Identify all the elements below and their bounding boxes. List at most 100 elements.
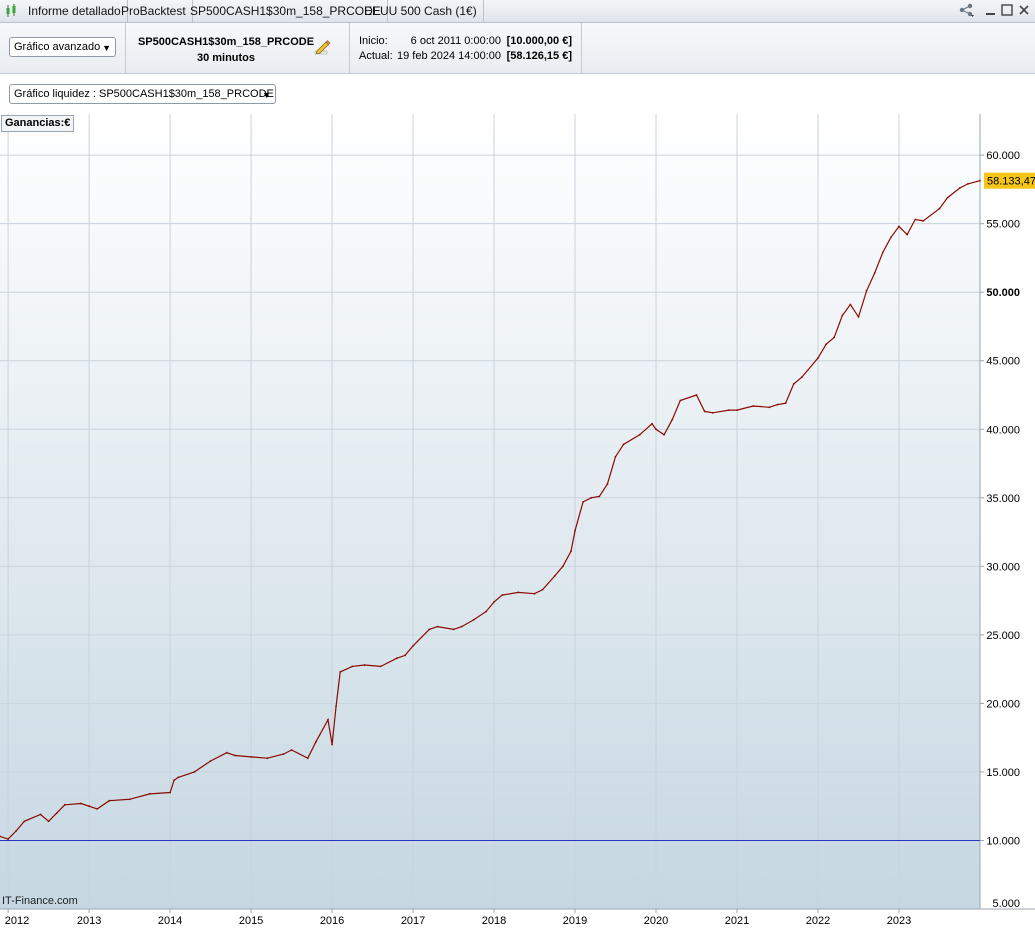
start-value: [10.000,00 €]	[506, 35, 572, 47]
equity-point	[173, 779, 176, 782]
pencil-icon[interactable]	[313, 38, 331, 56]
equity-point	[485, 610, 487, 613]
strategy-info: SP500CASH1$30m_158_PRCODE 30 minutos	[126, 34, 326, 66]
equity-point	[784, 402, 787, 405]
equity-series-line	[0, 180, 981, 840]
equity-point	[553, 575, 556, 577]
y-tick-label: 5.000	[992, 898, 1020, 910]
strategy-name: SP500CASH1$30m_158_PRCODE	[137, 36, 315, 48]
equity-point	[193, 771, 196, 773]
equity-point	[752, 405, 755, 407]
current-value: [58.126,15 €]	[506, 50, 572, 62]
strategy-timeframe: 30 minutos	[196, 52, 256, 64]
equity-point	[958, 187, 961, 189]
chart-select[interactable]: Gráfico liquidez : SP500CASH1$30m_158_PR…	[9, 84, 276, 104]
x-tick-label: 2023	[887, 915, 911, 927]
tab-strategy[interactable]: SP500CASH1$30m_158_PRCODE	[184, 0, 388, 22]
x-tick-label: 2013	[77, 915, 101, 927]
equity-point	[825, 343, 827, 346]
equity-point	[452, 628, 455, 631]
x-tick-label: 2021	[725, 915, 749, 927]
view-select-value: Gráfico avanzado	[14, 41, 101, 53]
y-tick-label: 40.000	[986, 424, 1020, 436]
equity-point	[460, 625, 463, 628]
equity-point	[841, 314, 844, 317]
last-value-badge: 58.133,47	[984, 172, 1035, 189]
equity-point	[177, 776, 180, 779]
x-gridlines	[7, 114, 900, 913]
watermark: IT-Finance.com	[2, 895, 78, 907]
y-tick-label: 35.000	[986, 493, 1020, 505]
equity-point	[412, 644, 414, 647]
equity-point	[865, 289, 868, 292]
equity-point	[728, 409, 730, 411]
equity-point	[800, 376, 803, 379]
equity-point	[266, 757, 269, 760]
equity-point	[703, 410, 706, 413]
tab-instrument[interactable]: EEUU 500 Cash (1€)	[358, 0, 484, 22]
equity-point	[655, 428, 657, 431]
y-tick-label: 20.000	[986, 698, 1020, 710]
share-icon[interactable]	[958, 3, 976, 17]
equity-point	[63, 803, 66, 806]
equity-point	[47, 820, 50, 823]
close-icon[interactable]	[1017, 3, 1031, 17]
equity-point	[776, 403, 779, 406]
equity-point	[622, 443, 625, 446]
equity-point	[282, 753, 285, 755]
equity-point	[614, 455, 617, 458]
equity-point	[436, 625, 439, 628]
start-label: Inicio:	[359, 35, 388, 47]
view-select[interactable]: Gráfico avanzado ▼	[9, 37, 116, 57]
equity-point	[379, 665, 382, 668]
minimize-icon[interactable]	[984, 3, 998, 17]
last-value-label: 58.133,47	[987, 176, 1035, 188]
maximize-icon[interactable]	[1000, 3, 1014, 17]
equity-point	[250, 756, 253, 758]
equity-point	[148, 793, 151, 795]
equity-point	[39, 813, 42, 816]
equity-point	[428, 628, 431, 631]
equity-point	[517, 591, 520, 594]
x-tick-label: 2022	[806, 915, 830, 927]
equity-chart[interactable]: 5.000 10.000 15.000 20.000 25.000 30.000 35.00…	[0, 114, 1035, 928]
plot-area	[0, 114, 980, 909]
x-tick-label: 2016	[320, 915, 344, 927]
equity-point	[914, 218, 917, 221]
equity-point	[817, 357, 819, 359]
equity-point	[711, 411, 714, 414]
equity-point	[533, 592, 536, 595]
equity-point	[938, 207, 941, 210]
equity-point	[55, 812, 58, 814]
x-tick-label: 2012	[5, 915, 29, 927]
equity-point	[306, 757, 309, 760]
tab-detailed-report[interactable]: Informe detallado	[22, 0, 128, 22]
y-tick-label: 25.000	[986, 630, 1020, 642]
tab-probacktest[interactable]: ProBacktest	[115, 0, 193, 22]
equity-point	[857, 316, 860, 318]
x-tick-label: 2019	[563, 915, 587, 927]
chevron-down-icon: ▼	[102, 43, 111, 53]
current-date: 19 feb 2024 14:00:00	[397, 50, 501, 62]
equity-point	[873, 272, 876, 274]
equity-point	[0, 835, 1, 838]
equity-point	[606, 483, 609, 485]
equity-point	[590, 496, 593, 499]
equity-point	[890, 236, 892, 239]
equity-point	[922, 220, 925, 222]
equity-point	[967, 183, 969, 185]
equity-point	[96, 808, 99, 810]
equity-point	[472, 618, 475, 621]
equity-point	[339, 671, 342, 673]
equity-point	[396, 657, 398, 660]
equity-point	[833, 336, 836, 339]
y-tick-label: 30.000	[986, 561, 1020, 573]
equity-point	[335, 705, 337, 707]
equity-point	[582, 501, 584, 503]
y-tick-labels: 5.000 10.000 15.000 20.000 25.000 30.000 35.00…	[986, 150, 1020, 910]
equity-point	[881, 251, 884, 254]
x-tick-labels: 2012 2013 2014 2015 2016 2017 2018 2019 2020 2021…	[5, 915, 911, 927]
equity-point	[501, 594, 503, 596]
equity-point	[541, 588, 544, 591]
equity-point	[695, 394, 698, 396]
